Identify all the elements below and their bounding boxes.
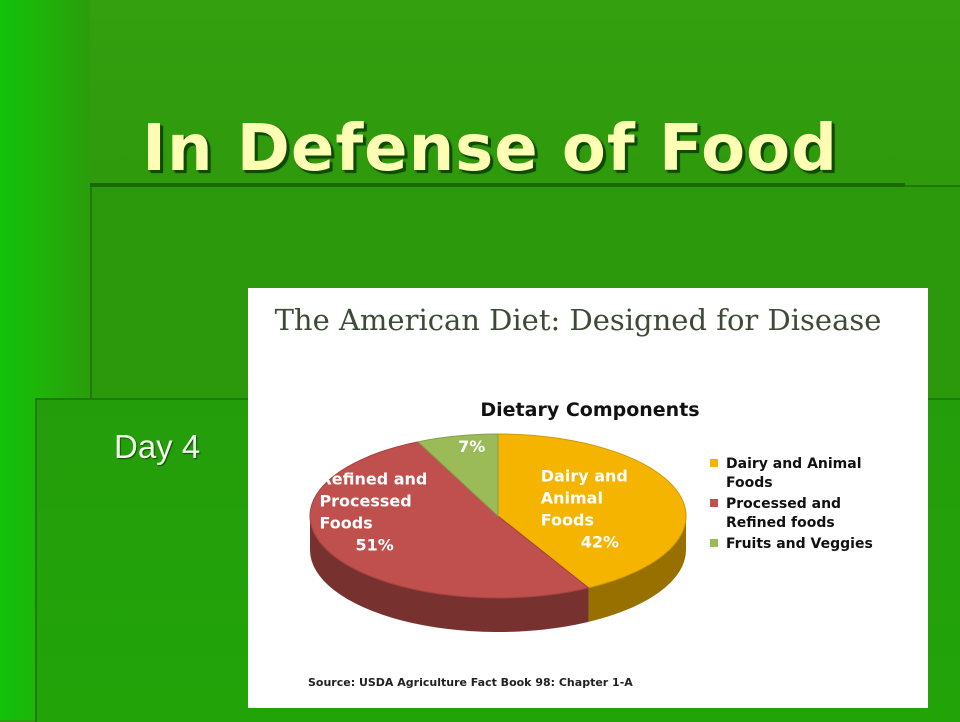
legend-swatch-1 [710,499,718,507]
slice-label-line: Processed [319,492,411,511]
slice-label-line: Foods [541,510,594,529]
legend-line: Processed and [726,496,841,512]
pie-side-0 [588,516,686,622]
slice-label-line: Refined and [319,470,427,489]
pie-slice-2 [416,433,499,518]
pie-side-1 [310,516,589,632]
legend-line: Foods [726,475,773,491]
slide-title: In Defense of Food [142,112,838,186]
slice-label-1: Refined and Processed Foods 51% [319,470,427,555]
legend-swatch-2 [710,539,718,547]
slice-label-0: Dairy and Animal Foods 42% [541,466,628,551]
legend-label-0: Dairy and Animal Foods [726,456,862,491]
legend-swatch-0 [710,459,718,467]
chart-image: The American Diet: Designed for Disease … [248,288,928,708]
pie-chart: The American Diet: Designed for Disease … [275,303,882,689]
slice-label-line: 51% [355,536,393,555]
legend-line: Fruits and Veggies [726,536,873,552]
chart-title: Dietary Components [480,399,699,421]
pie-slice-0 [497,433,687,589]
slice-label-line: Animal [541,488,603,507]
slice-label-line: 7% [458,437,485,456]
slide-subtitle: Day 4 [114,428,201,465]
legend-line: Dairy and Animal [726,456,862,472]
background-top-band [0,0,960,185]
source-note: Source: USDA Agriculture Fact Book 98: C… [308,676,633,689]
slice-label-line: 42% [581,532,619,551]
pie-slice-1 [309,441,590,599]
legend-label-2: Fruits and Veggies [726,536,873,552]
title-underline [90,183,905,187]
pie-group: Dairy and Animal Foods 42% Refined and Proces… [309,433,687,632]
slice-label-2: 7% [458,437,485,456]
legend-line: Refined foods [726,515,835,531]
legend-label-1: Processed and Refined foods [726,496,841,531]
slice-label-line: Dairy and [541,466,628,485]
legend: Dairy and Animal Foods Processed and Refine… [710,456,873,552]
slice-label-line: Foods [319,514,372,533]
image-title: The American Diet: Designed for Disease [275,303,882,337]
